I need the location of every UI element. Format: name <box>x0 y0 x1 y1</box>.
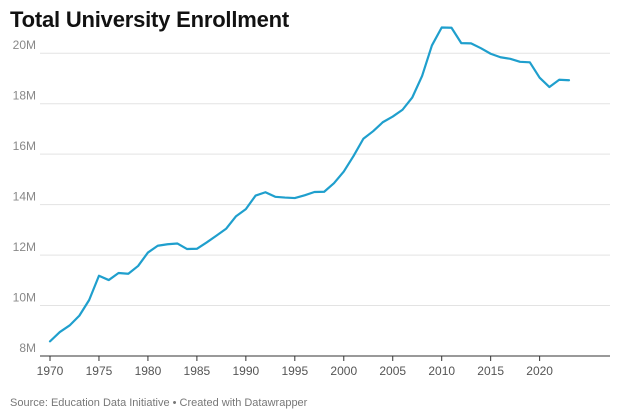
data-point <box>283 195 288 200</box>
y-axis-labels: 8M 10M 12M 14M 16M 18M 20M <box>13 38 36 355</box>
y-tick-label: 14M <box>13 190 36 204</box>
y-tick-label: 8M <box>19 341 36 355</box>
x-tick-label: 1975 <box>86 364 113 378</box>
x-tick-label: 1980 <box>135 364 162 378</box>
data-point <box>371 129 376 134</box>
data-point <box>214 233 219 238</box>
data-point <box>273 194 278 199</box>
data-point <box>322 189 327 194</box>
data-point <box>380 120 385 125</box>
data-point <box>429 43 434 48</box>
data-point <box>527 60 532 65</box>
data-point <box>165 242 170 247</box>
x-tick-label: 1995 <box>281 364 308 378</box>
data-point <box>351 153 356 158</box>
data-point <box>488 51 493 56</box>
data-point <box>341 169 346 174</box>
data-point <box>263 190 268 195</box>
x-tick-label: 1985 <box>184 364 211 378</box>
x-tick-label: 2015 <box>477 364 504 378</box>
data-point <box>224 226 229 231</box>
data-point <box>145 250 150 255</box>
data-point <box>116 270 121 275</box>
data-point <box>537 75 542 80</box>
gridlines <box>40 52 610 357</box>
data-point <box>155 243 160 248</box>
data-point <box>400 107 405 112</box>
data-point <box>48 339 53 344</box>
data-point <box>136 263 141 268</box>
data-point <box>390 114 395 119</box>
x-tick-label: 2020 <box>526 364 553 378</box>
y-tick-label: 12M <box>13 240 36 254</box>
data-point <box>57 330 62 335</box>
data-point <box>557 77 562 82</box>
data-point <box>567 78 572 83</box>
series-layer <box>48 25 572 344</box>
data-point <box>302 193 307 198</box>
data-point <box>469 41 474 46</box>
data-point <box>498 55 503 60</box>
data-point <box>96 273 101 278</box>
x-tick-label: 2010 <box>428 364 455 378</box>
data-point <box>106 278 111 283</box>
data-point <box>77 313 82 318</box>
x-tick-label: 2005 <box>379 364 406 378</box>
chart-title: Total University Enrollment <box>10 7 290 32</box>
x-axis-labels: 1970 1975 1980 1985 1990 1995 2000 2005 2010 2015… <box>37 364 554 378</box>
y-tick-label: 20M <box>13 38 36 52</box>
data-point <box>420 73 425 78</box>
data-point <box>126 271 131 276</box>
data-point <box>292 196 297 201</box>
data-point <box>459 41 464 46</box>
data-point <box>204 240 209 245</box>
data-point <box>449 25 454 30</box>
y-tick-label: 18M <box>13 89 36 103</box>
data-point <box>243 207 248 212</box>
data-point <box>253 193 258 198</box>
data-point <box>478 46 483 51</box>
data-point <box>361 136 366 141</box>
enrollment-line <box>48 26 571 343</box>
x-tick-label: 2000 <box>330 364 357 378</box>
x-tick-label: 1970 <box>37 364 64 378</box>
data-point <box>234 214 239 219</box>
data-point <box>67 323 72 328</box>
data-point <box>87 297 92 302</box>
y-tick-label: 10M <box>13 291 36 305</box>
data-point <box>175 241 180 246</box>
x-tick-label: 1990 <box>232 364 259 378</box>
data-point <box>439 25 444 30</box>
y-tick-label: 16M <box>13 139 36 153</box>
x-axis-ticks <box>49 356 541 361</box>
data-point <box>194 246 199 251</box>
data-point <box>410 95 415 100</box>
data-point <box>518 59 523 64</box>
data-point <box>312 190 317 195</box>
source-footer: Source: Education Data Initiative • Crea… <box>10 397 308 409</box>
data-point <box>547 85 552 90</box>
data-point <box>185 247 190 252</box>
data-point <box>508 56 513 61</box>
data-point <box>331 181 336 186</box>
